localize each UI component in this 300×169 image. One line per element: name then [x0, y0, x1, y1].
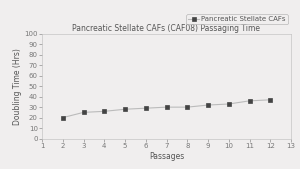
Pancreatic Stellate CAFs	[61, 117, 64, 119]
X-axis label: Passages: Passages	[149, 152, 184, 161]
Pancreatic Stellate CAFs	[185, 106, 189, 108]
Pancreatic Stellate CAFs	[123, 108, 127, 110]
Pancreatic Stellate CAFs	[268, 99, 272, 101]
Pancreatic Stellate CAFs	[227, 103, 231, 105]
Pancreatic Stellate CAFs	[82, 111, 85, 113]
Pancreatic Stellate CAFs	[103, 110, 106, 112]
Legend: Pancreatic Stellate CAFs: Pancreatic Stellate CAFs	[186, 14, 287, 24]
Pancreatic Stellate CAFs	[144, 107, 148, 109]
Text: Pancreatic Stellate CAFs (CAF08) Passaging Time: Pancreatic Stellate CAFs (CAF08) Passagi…	[72, 24, 260, 33]
Pancreatic Stellate CAFs	[206, 104, 210, 106]
Y-axis label: Doubling Time (Hrs): Doubling Time (Hrs)	[13, 48, 22, 125]
Line: Pancreatic Stellate CAFs: Pancreatic Stellate CAFs	[61, 98, 272, 119]
Pancreatic Stellate CAFs	[248, 100, 251, 102]
Pancreatic Stellate CAFs	[165, 106, 168, 108]
